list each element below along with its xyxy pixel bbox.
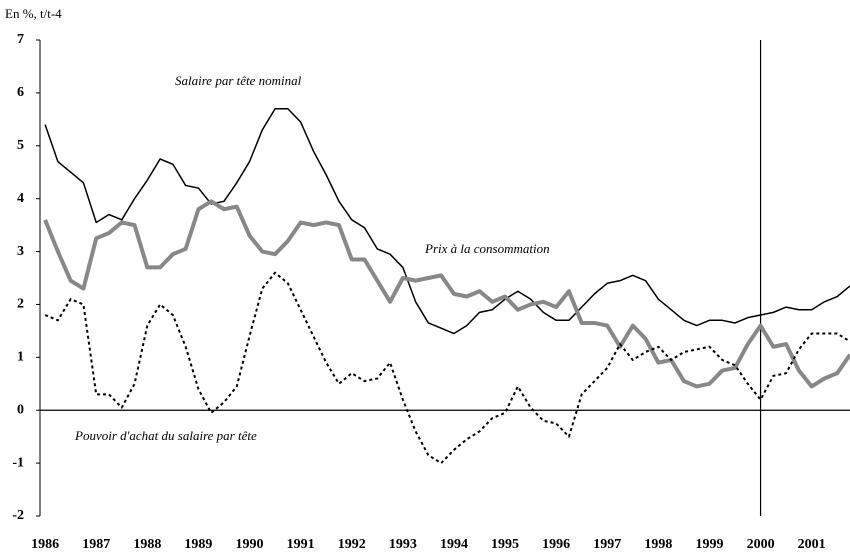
x-tick-label: 2001 bbox=[798, 537, 826, 552]
y-tick-label: 2 bbox=[17, 297, 24, 312]
y-tick-label: -2 bbox=[12, 508, 24, 523]
y-tick-label: 3 bbox=[17, 244, 24, 259]
x-tick-label: 1997 bbox=[593, 537, 621, 552]
series-annotation: Prix à la consommation bbox=[424, 241, 550, 256]
y-tick-label: 1 bbox=[17, 350, 24, 365]
x-tick-label: 1994 bbox=[440, 537, 468, 552]
x-tick-label: 1989 bbox=[184, 537, 212, 552]
x-tick-label: 1988 bbox=[133, 537, 161, 552]
y-tick-label: 4 bbox=[17, 191, 24, 206]
series-annotation: Salaire par tête nominal bbox=[175, 73, 302, 88]
y-tick-label: 5 bbox=[17, 138, 24, 153]
series-annotation: Pouvoir d'achat du salaire par tête bbox=[74, 428, 257, 443]
y-tick-label: 0 bbox=[17, 402, 24, 417]
series-line bbox=[44, 108, 850, 335]
x-tick-label: 2000 bbox=[747, 537, 775, 552]
series-line bbox=[43, 199, 850, 389]
x-tick-label: 1992 bbox=[338, 537, 366, 552]
x-tick-label: 1993 bbox=[389, 537, 417, 552]
x-tick-label: 1998 bbox=[644, 537, 672, 552]
x-tick-label: 1996 bbox=[542, 537, 570, 552]
y-tick-label: -1 bbox=[12, 455, 24, 470]
y-tick-label: 7 bbox=[17, 32, 24, 47]
x-tick-label: 1986 bbox=[31, 537, 59, 552]
x-tick-label: 1999 bbox=[695, 537, 723, 552]
y-axis-label: En %, t/t-4 bbox=[5, 6, 62, 21]
series-line bbox=[44, 271, 850, 465]
x-tick-label: 1990 bbox=[236, 537, 264, 552]
y-tick-label: 6 bbox=[17, 85, 24, 100]
x-tick-label: 1987 bbox=[82, 537, 110, 552]
x-tick-label: 1995 bbox=[491, 537, 519, 552]
x-tick-label: 1991 bbox=[287, 537, 315, 552]
